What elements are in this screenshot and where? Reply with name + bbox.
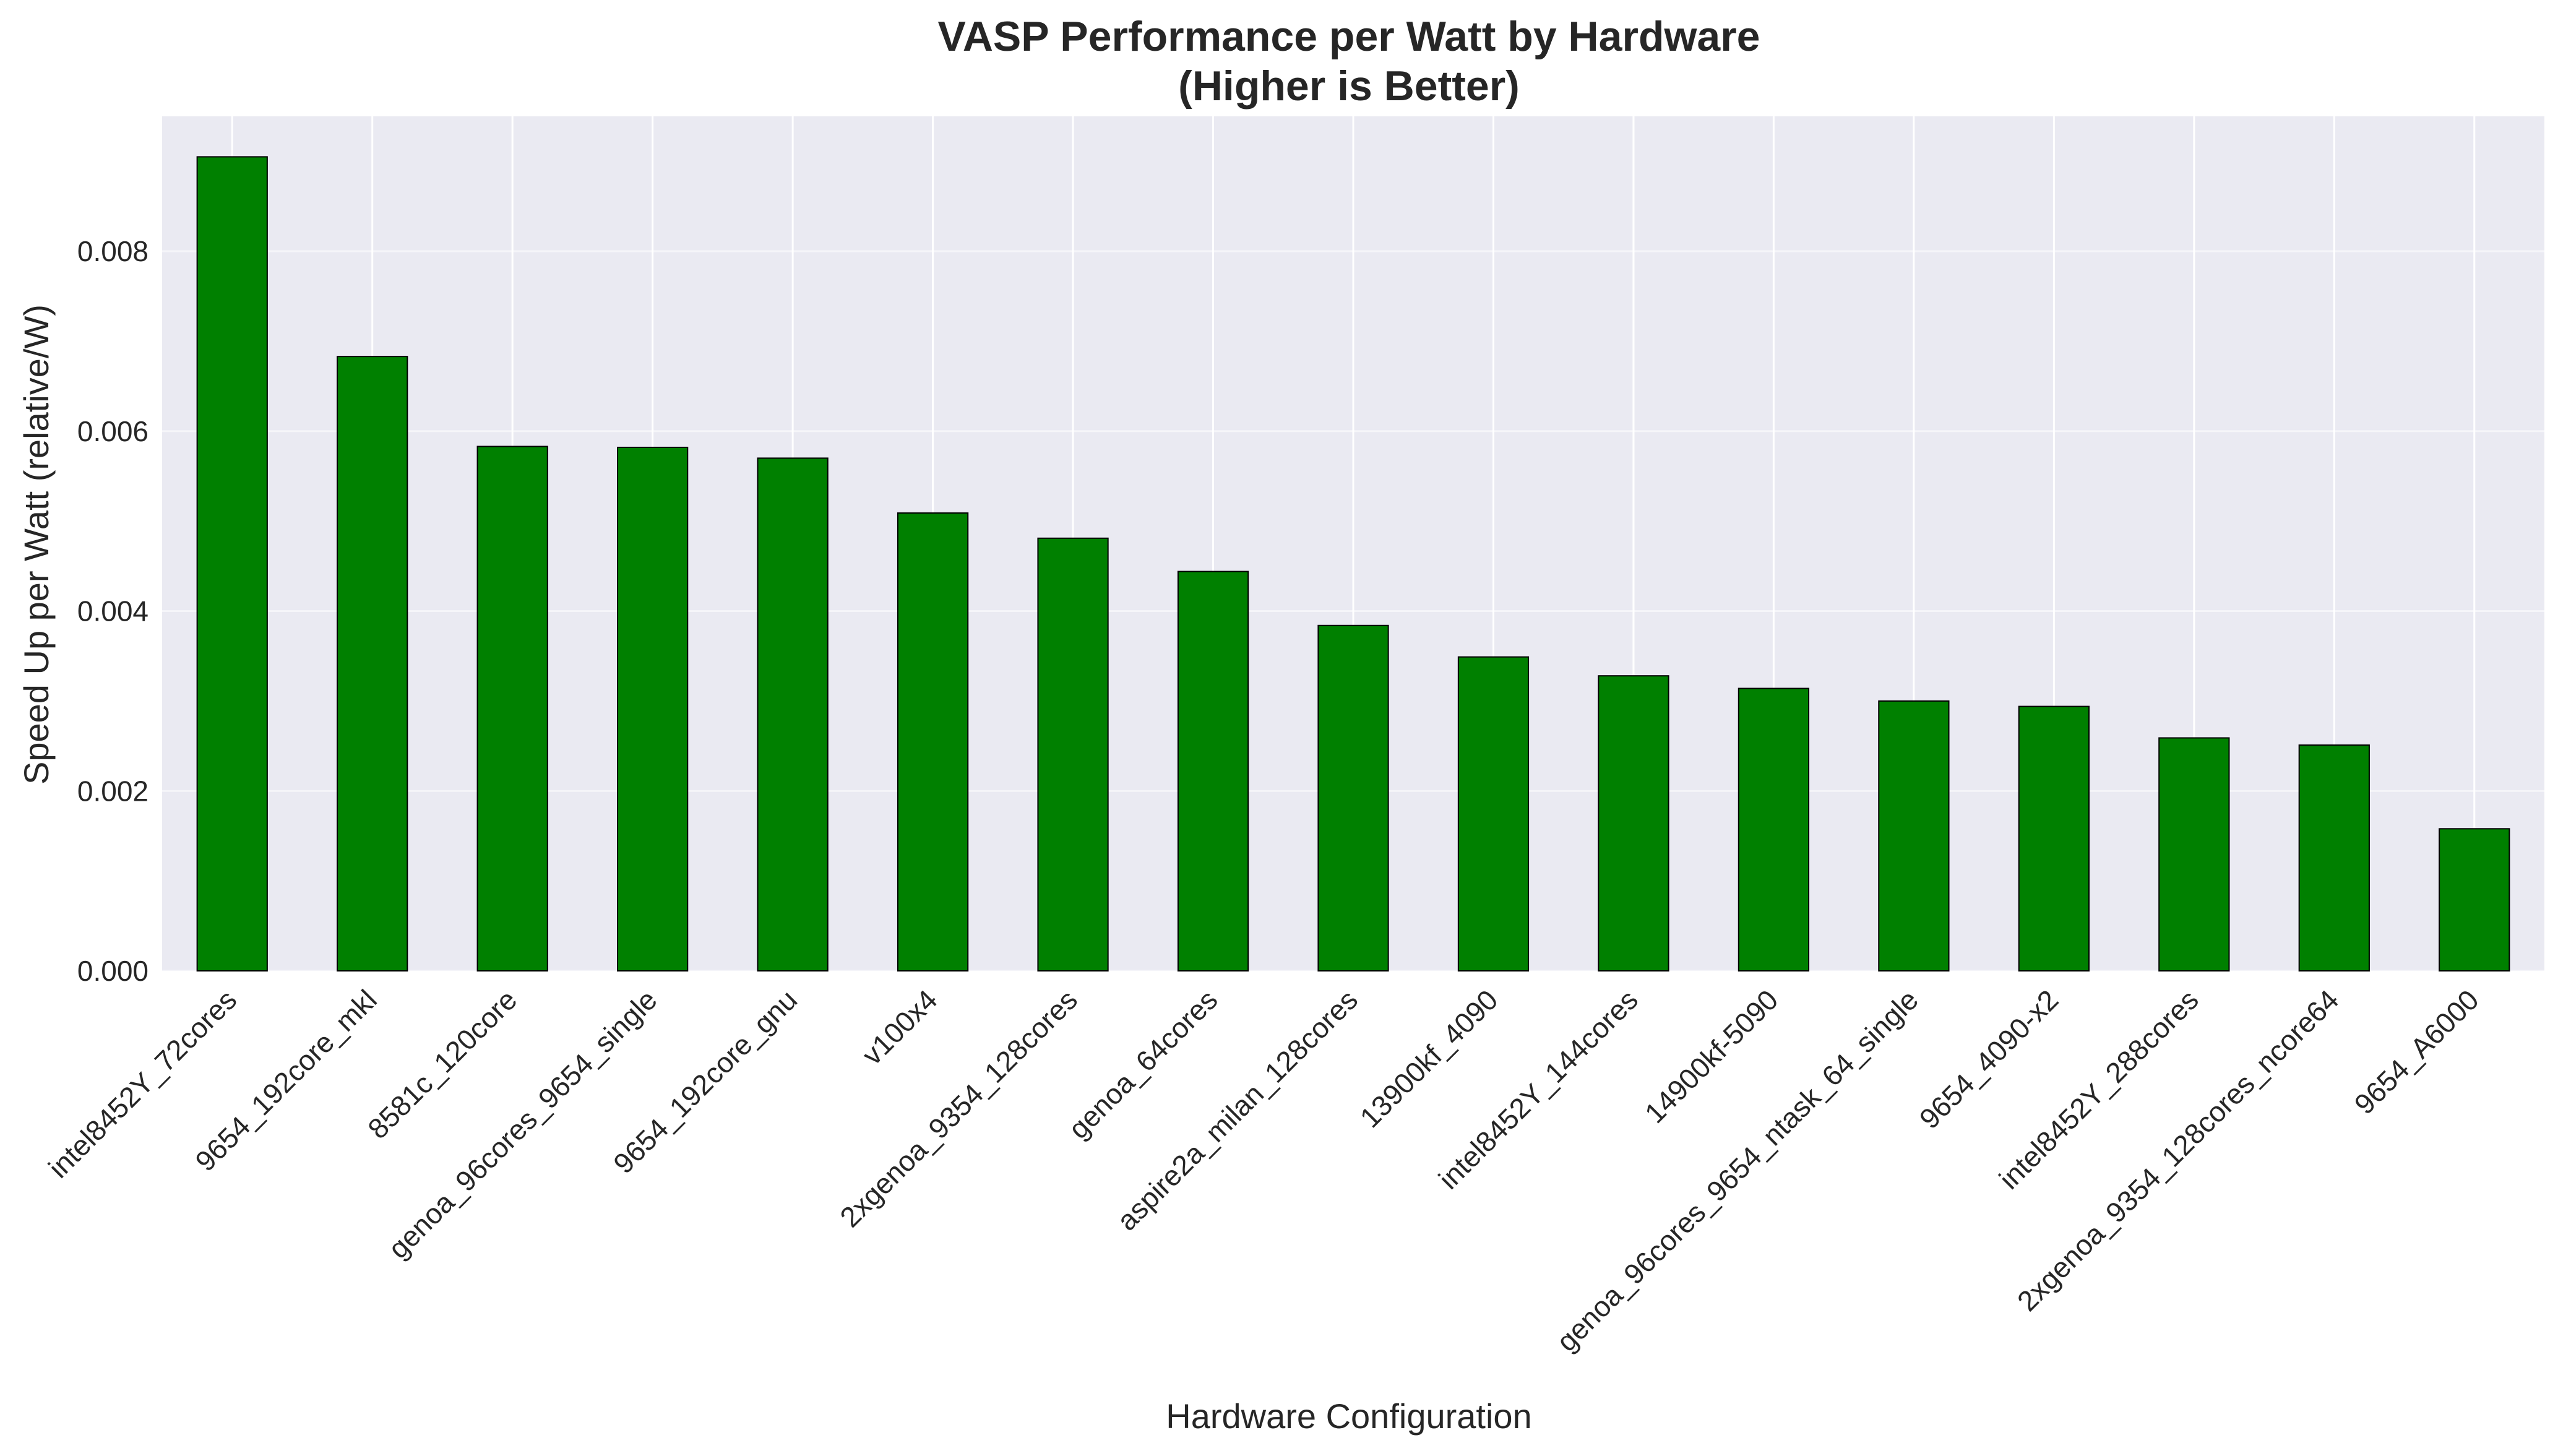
chart-title-line1: VASP Performance per Watt by Hardware: [938, 13, 1760, 60]
y-tick-label: 0.008: [77, 235, 149, 267]
bar-aspire2a_milan_128cores: [1317, 624, 1389, 971]
bar-9654_A6000: [2439, 828, 2510, 971]
bar-2xgenoa_9354_128cores: [1037, 537, 1109, 971]
y-axis-label: Speed Up per Watt (relative/W): [17, 304, 56, 785]
bar-2xgenoa_9354_128cores_ncore64: [2298, 744, 2370, 971]
y-axis-ticks: 0.000 0.002 0.004 0.006 0.008: [77, 235, 149, 987]
x-axis-label: Hardware Configuration: [1166, 1397, 1531, 1436]
bar-v100x4: [897, 512, 969, 971]
bar-genoa_96cores_9654_single: [617, 446, 689, 971]
y-tick-label: 0.002: [77, 775, 149, 807]
bar-genoa_64cores: [1177, 571, 1249, 971]
bar-genoa_96cores_9654_ntask_64_single: [1878, 700, 1950, 972]
bar-intel8452Y_288cores: [2158, 737, 2230, 972]
y-tick-label: 0.000: [77, 955, 149, 987]
bar-9654_4090-x2: [2018, 705, 2090, 971]
y-tick-label: 0.004: [77, 595, 149, 627]
y-tick-label: 0.006: [77, 415, 149, 447]
chart-title-line2: (Higher is Better): [1178, 62, 1520, 110]
bar-13900kf_4090: [1457, 656, 1530, 971]
bar-8581c_120core: [476, 446, 548, 971]
bar-9654_192core_mkl: [337, 356, 408, 971]
bar-14900kf-5090: [1738, 687, 1810, 972]
bar-intel8452Y_72cores: [196, 156, 268, 972]
bar-intel8452Y_144cores: [1598, 675, 1669, 971]
bar-9654_192core_gnu: [757, 457, 829, 971]
bars: [196, 156, 2510, 972]
